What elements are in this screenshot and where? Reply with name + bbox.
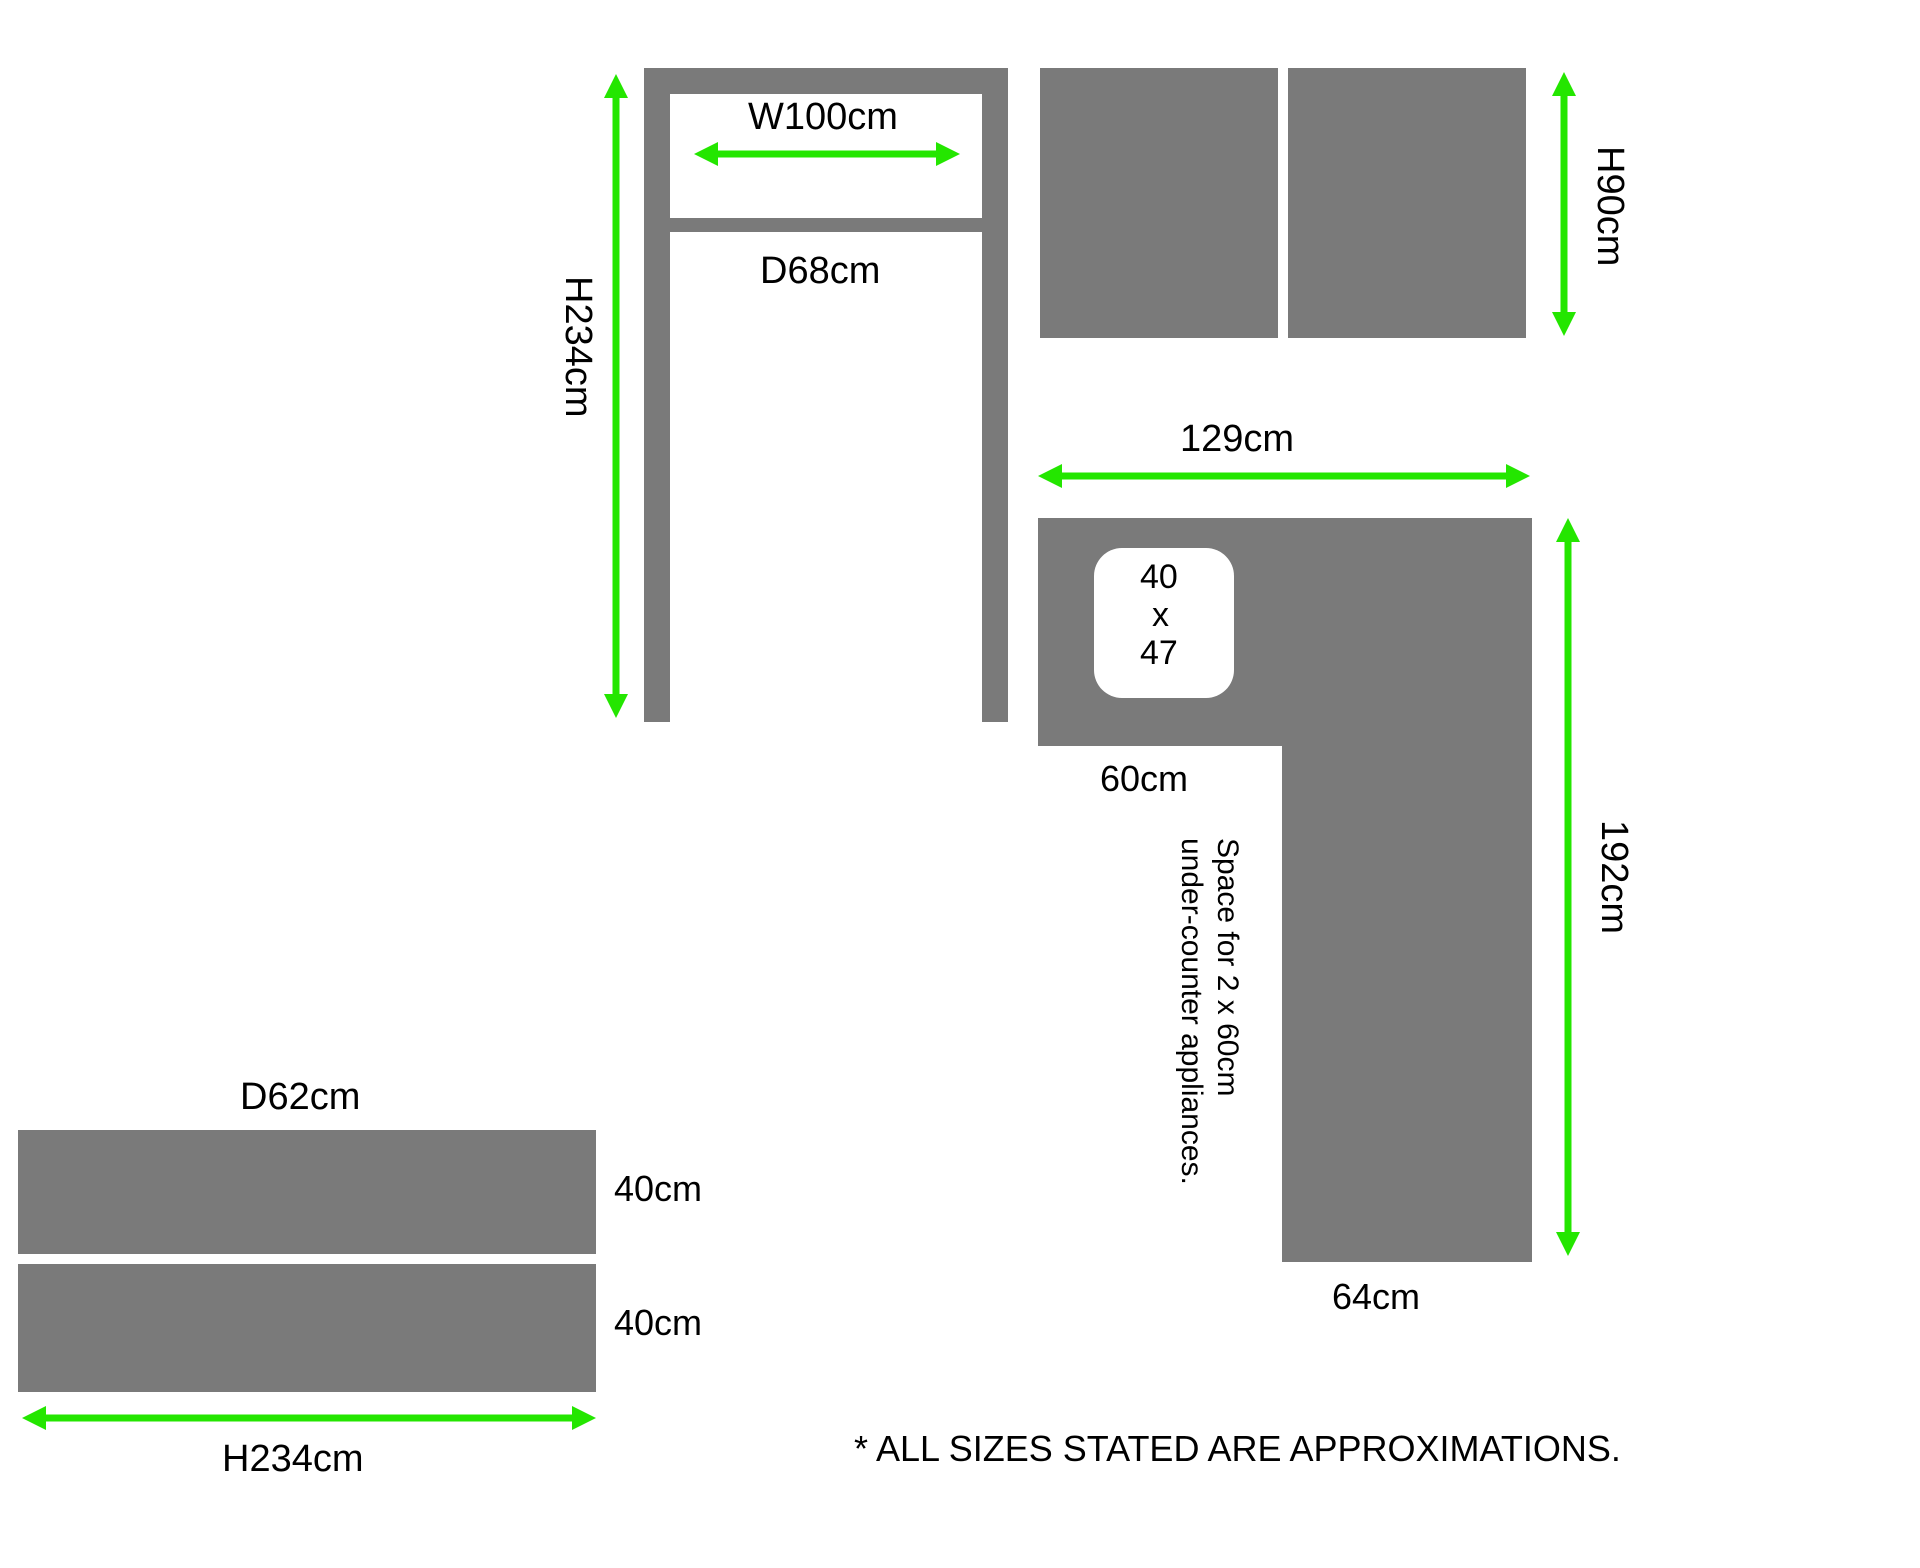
label-w129: 129cm xyxy=(1180,418,1294,461)
label-40b: 40cm xyxy=(614,1302,702,1344)
label-d68: D68cm xyxy=(760,250,880,293)
label-h90: H90cm xyxy=(1588,146,1631,266)
label-d62: D62cm xyxy=(240,1076,360,1119)
label-40: 40 xyxy=(1140,558,1178,597)
label-60cm: 60cm xyxy=(1100,758,1188,800)
label-w100: W100cm xyxy=(748,96,898,139)
label-x: x xyxy=(1152,596,1169,635)
label-space-line1: Space for 2 x 60cm xyxy=(1210,838,1244,1096)
label-space-line2: under-counter appliances. xyxy=(1174,838,1208,1185)
label-64cm: 64cm xyxy=(1332,1276,1420,1318)
label-h234-left: H234cm xyxy=(556,276,599,418)
label-h192: 192cm xyxy=(1592,820,1635,934)
label-h234-bottom: H234cm xyxy=(222,1438,364,1481)
label-47: 47 xyxy=(1140,634,1178,673)
label-footnote: * ALL SIZES STATED ARE APPROXIMATIONS. xyxy=(854,1428,1621,1470)
label-40a: 40cm xyxy=(614,1168,702,1210)
diagram-canvas xyxy=(0,0,1920,1568)
